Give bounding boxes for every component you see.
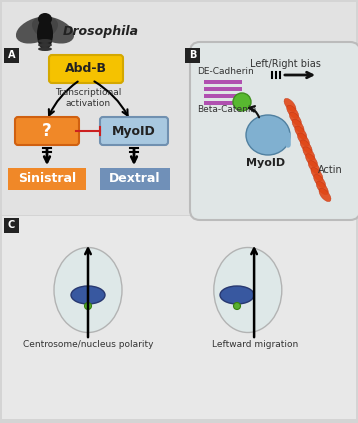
Ellipse shape <box>38 43 52 47</box>
Ellipse shape <box>284 99 296 112</box>
Text: Leftward migration: Leftward migration <box>212 340 298 349</box>
FancyBboxPatch shape <box>4 218 19 233</box>
Ellipse shape <box>37 18 53 50</box>
Ellipse shape <box>32 16 74 44</box>
Ellipse shape <box>297 133 309 146</box>
FancyBboxPatch shape <box>204 94 242 99</box>
FancyBboxPatch shape <box>15 117 79 145</box>
Text: ?: ? <box>42 122 52 140</box>
FancyBboxPatch shape <box>8 168 86 190</box>
FancyBboxPatch shape <box>204 101 242 105</box>
Ellipse shape <box>295 126 307 139</box>
Ellipse shape <box>308 161 320 174</box>
Text: Beta-Catenin: Beta-Catenin <box>197 105 256 115</box>
Text: Left/Right bias: Left/Right bias <box>250 59 320 69</box>
FancyBboxPatch shape <box>2 2 356 215</box>
Ellipse shape <box>289 112 301 126</box>
Ellipse shape <box>311 168 323 181</box>
Text: Drosophila: Drosophila <box>63 25 139 38</box>
Text: A: A <box>8 50 15 60</box>
Ellipse shape <box>303 147 315 160</box>
Ellipse shape <box>16 16 58 44</box>
Text: B: B <box>189 50 196 60</box>
Ellipse shape <box>38 13 52 25</box>
Ellipse shape <box>233 302 241 310</box>
Ellipse shape <box>292 119 304 132</box>
Ellipse shape <box>54 247 122 332</box>
FancyBboxPatch shape <box>204 87 242 91</box>
Ellipse shape <box>84 302 92 310</box>
Ellipse shape <box>316 181 328 195</box>
Ellipse shape <box>214 247 282 332</box>
Ellipse shape <box>305 154 318 167</box>
Ellipse shape <box>38 39 52 43</box>
Ellipse shape <box>71 286 105 304</box>
Text: Sinistral: Sinistral <box>18 173 76 186</box>
Text: Centrosome/nucleus polarity: Centrosome/nucleus polarity <box>23 340 153 349</box>
Text: Transcriptional
activation: Transcriptional activation <box>55 88 121 108</box>
Text: Abd-B: Abd-B <box>65 63 107 75</box>
Ellipse shape <box>38 47 52 51</box>
Ellipse shape <box>314 175 326 188</box>
FancyBboxPatch shape <box>4 48 19 63</box>
Text: DE-Cadherin: DE-Cadherin <box>197 68 254 77</box>
FancyBboxPatch shape <box>100 168 170 190</box>
Text: MyoID: MyoID <box>246 158 286 168</box>
Text: C: C <box>8 220 15 231</box>
FancyBboxPatch shape <box>204 80 242 85</box>
FancyBboxPatch shape <box>190 42 358 220</box>
FancyBboxPatch shape <box>49 55 123 83</box>
Ellipse shape <box>233 93 251 111</box>
Ellipse shape <box>246 115 290 155</box>
Text: MyoID: MyoID <box>112 124 156 137</box>
Text: Actin: Actin <box>318 165 342 175</box>
Ellipse shape <box>300 140 312 153</box>
Ellipse shape <box>319 188 331 202</box>
FancyBboxPatch shape <box>185 48 200 63</box>
FancyBboxPatch shape <box>100 117 168 145</box>
Ellipse shape <box>220 286 254 304</box>
Text: Dextral: Dextral <box>109 173 161 186</box>
FancyBboxPatch shape <box>2 216 356 419</box>
Ellipse shape <box>287 105 299 118</box>
